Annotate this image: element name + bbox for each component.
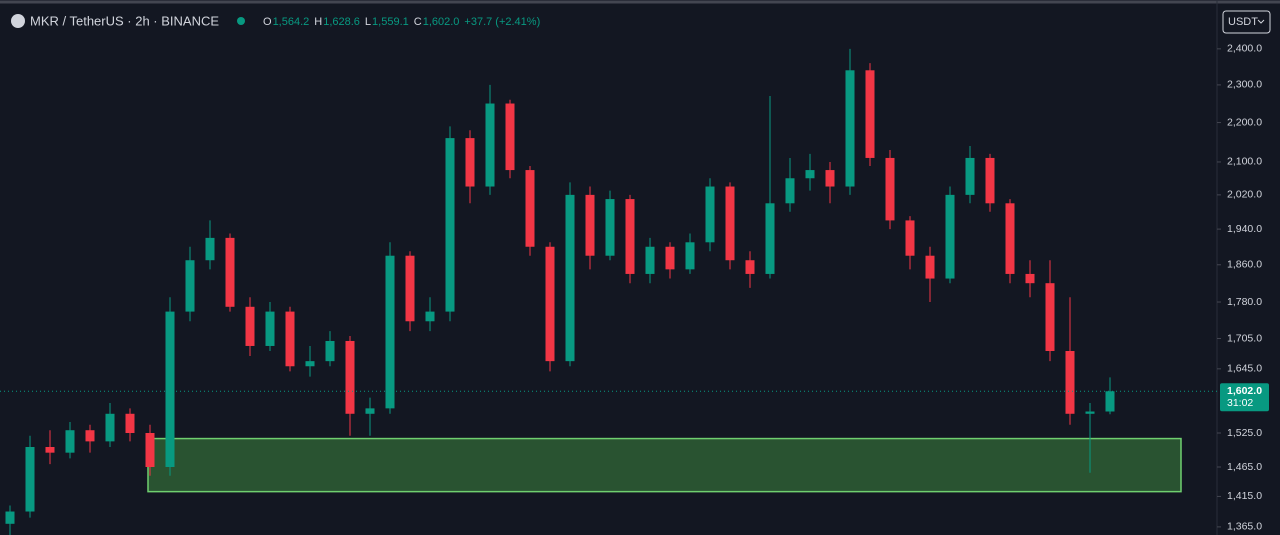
- ohlc-header: O 1,564.2 H 1,628.6 L 1,559.1 C 1,602.0 +37.7 (+…: [263, 16, 540, 28]
- candle-body: [785, 178, 795, 204]
- candle-body: [105, 413, 115, 442]
- y-tick-label: 2,100.0: [1227, 156, 1262, 168]
- candle-body: [585, 194, 595, 256]
- candle-body: [365, 408, 375, 414]
- y-tick-label: 1,940.0: [1227, 223, 1262, 235]
- last-price-box: [1220, 383, 1269, 412]
- candle-body: [885, 157, 895, 221]
- y-tick-label: 2,200.0: [1227, 116, 1262, 128]
- candle-body: [845, 70, 855, 187]
- candle-body: [985, 157, 995, 204]
- candle-body: [205, 237, 215, 261]
- candle-body: [345, 340, 355, 414]
- candle-body: [1005, 203, 1015, 274]
- candle-body: [465, 138, 475, 187]
- candle-body: [645, 246, 655, 274]
- candle-body: [665, 246, 675, 270]
- y-tick-label: 1,645.0: [1227, 363, 1262, 375]
- candle-body: [225, 237, 235, 307]
- symbol-title: MKR / TetherUS · 2h · BINANCE: [30, 13, 219, 28]
- candle-body: [125, 413, 135, 433]
- candle-body: [1045, 283, 1055, 351]
- last-price-label: 1,602.0: [1227, 385, 1262, 397]
- y-tick-label: 1,525.0: [1227, 427, 1262, 439]
- countdown: 31:02: [1227, 397, 1253, 409]
- ohlc-key: O: [263, 16, 272, 28]
- candle-body: [965, 157, 975, 195]
- candle-body: [245, 306, 255, 346]
- candle-body: [305, 361, 315, 367]
- candle-body: [525, 170, 535, 247]
- candle-body: [605, 199, 615, 256]
- ohlc-change: +37.7 (+2.41%): [464, 16, 540, 28]
- candle-body: [825, 170, 835, 187]
- candle-body: [905, 220, 915, 256]
- ohlc-value: 1,564.2: [273, 16, 310, 28]
- y-tick-label: 1,365.0: [1227, 521, 1262, 533]
- y-tick-label: 1,860.0: [1227, 259, 1262, 271]
- ohlc-key: H: [314, 16, 322, 28]
- candle-body: [165, 311, 175, 468]
- y-tick-label: 1,780.0: [1227, 296, 1262, 308]
- candle-body: [625, 199, 635, 274]
- symbol-icon: [11, 14, 25, 28]
- y-tick-label: 2,300.0: [1227, 79, 1262, 91]
- zone: [147, 437, 1182, 493]
- candle-body: [725, 186, 735, 261]
- ohlc-key: C: [414, 16, 422, 28]
- candle-body: [5, 511, 15, 524]
- candle-body: [485, 103, 495, 187]
- candle-body: [805, 170, 815, 179]
- candle-body: [85, 430, 95, 442]
- candle-body: [1085, 411, 1095, 414]
- candle-body: [765, 203, 775, 274]
- candle-body: [265, 311, 275, 346]
- candle-body: [425, 311, 435, 322]
- candle-body: [745, 260, 755, 274]
- candle-body: [185, 260, 195, 312]
- candle-body: [405, 255, 415, 322]
- candle-body: [65, 430, 75, 453]
- y-tick-label: 2,020.0: [1227, 189, 1262, 201]
- ohlc-value: 1,559.1: [372, 16, 409, 28]
- candle-body: [25, 447, 35, 512]
- currency-button[interactable]: [1222, 10, 1271, 34]
- candle-body: [1025, 273, 1035, 284]
- candle-body: [445, 138, 455, 312]
- ohlc-value: 1,628.6: [323, 16, 360, 28]
- candle-body: [285, 311, 295, 367]
- y-tick-label: 1,465.0: [1227, 461, 1262, 473]
- y-tick-label: 2,400.0: [1227, 43, 1262, 55]
- candle-body: [385, 255, 395, 409]
- currency-label[interactable]: USDT: [1228, 16, 1258, 28]
- candle-body: [945, 194, 955, 279]
- candle-body: [325, 340, 335, 362]
- candle-body: [45, 447, 55, 453]
- ohlc-value: 1,602.0: [423, 16, 460, 28]
- status-dot: [237, 17, 245, 25]
- candle-body: [685, 242, 695, 270]
- candle-body: [145, 432, 155, 468]
- candle-body: [545, 246, 555, 362]
- candle-body: [925, 255, 935, 279]
- y-tick-label: 1,415.0: [1227, 490, 1262, 502]
- candle-body: [865, 70, 875, 158]
- candle-body: [565, 194, 575, 362]
- y-tick-label: 1,705.0: [1227, 332, 1262, 344]
- candle-body: [1105, 391, 1115, 412]
- candle-body: [505, 103, 515, 171]
- candle-body: [1065, 350, 1075, 414]
- currency-chevron: [1257, 19, 1265, 24]
- ohlc-key: L: [365, 16, 371, 28]
- candle-body: [705, 186, 715, 243]
